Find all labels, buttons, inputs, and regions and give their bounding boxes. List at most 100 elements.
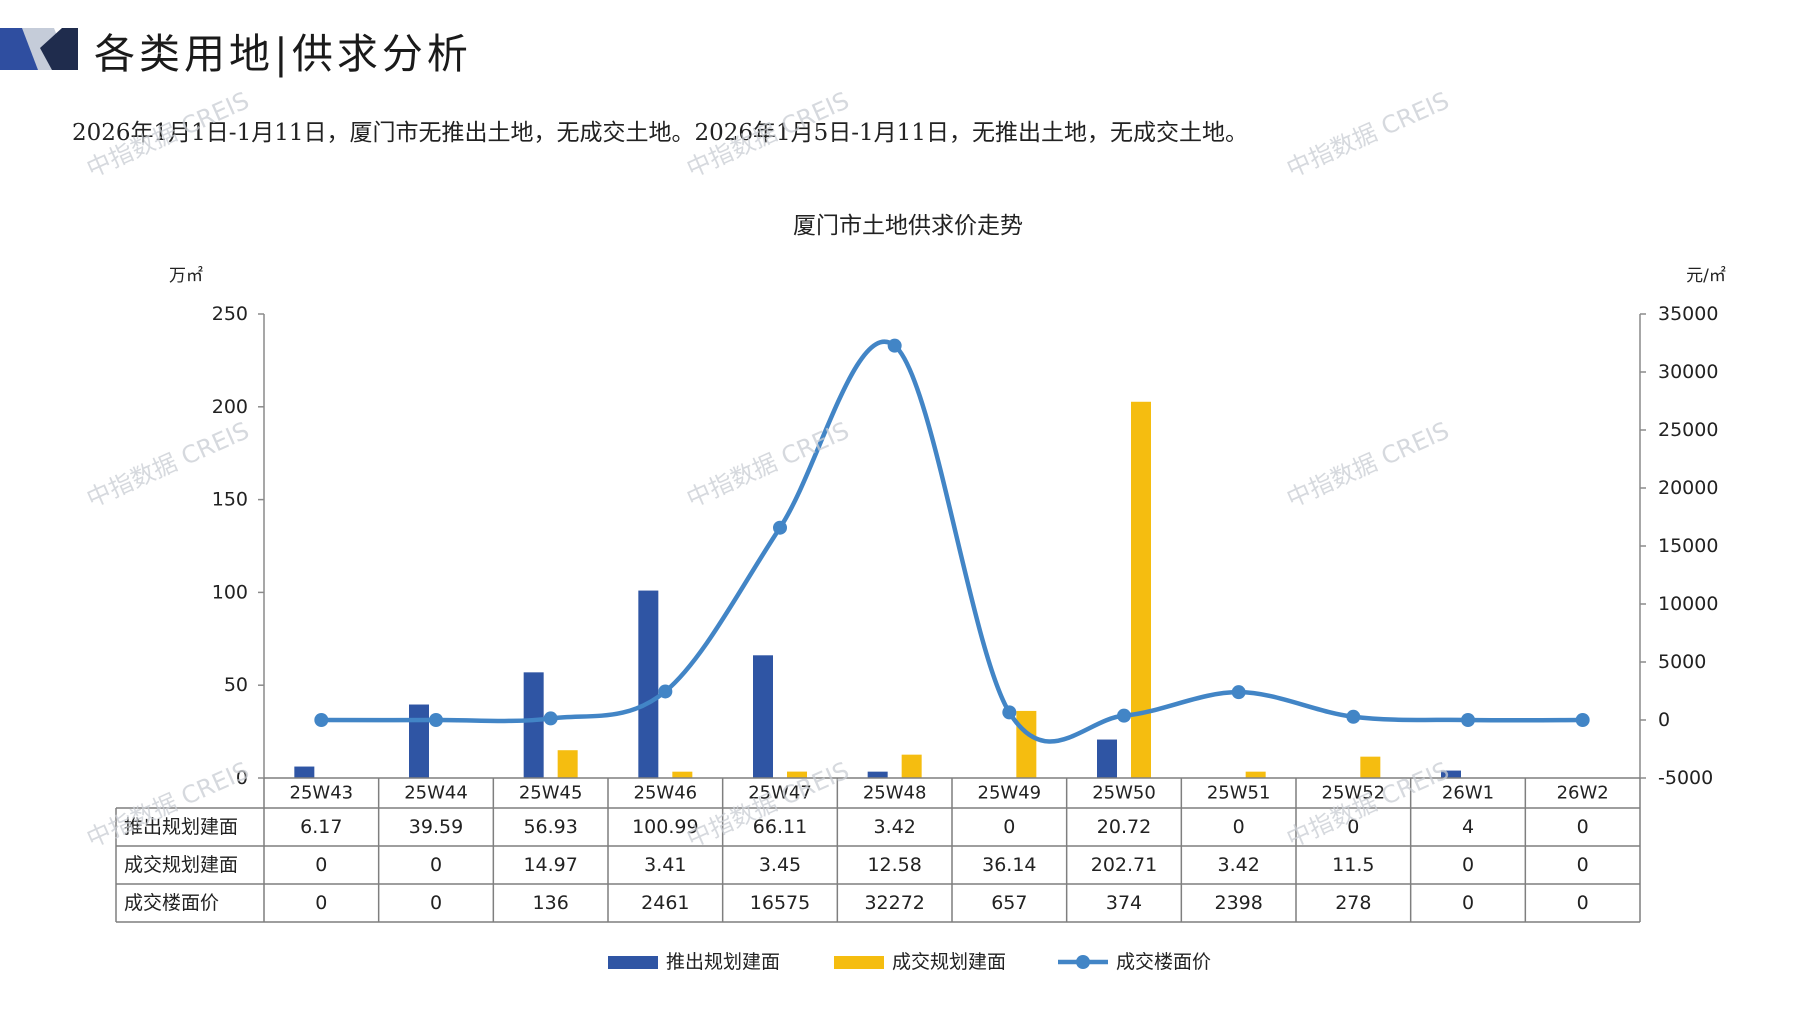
bar-supply — [409, 704, 429, 778]
point-price — [543, 711, 558, 726]
bar-transaction — [557, 750, 578, 778]
line-price — [321, 339, 1583, 744]
data-label: 0 — [1577, 854, 1589, 876]
data-label: 100.99 — [632, 816, 698, 838]
data-label: 0 — [430, 854, 442, 876]
x-category-label: 25W52 — [1322, 783, 1386, 804]
data-label: 0 — [1233, 816, 1245, 838]
data-label: 3.45 — [759, 854, 801, 876]
data-label: 3.41 — [644, 854, 686, 876]
x-category-label: 25W49 — [978, 783, 1042, 804]
y-right-unit: 元/㎡ — [1686, 266, 1726, 286]
y-right-tick-label: 30000 — [1658, 361, 1718, 383]
bar-transaction — [787, 771, 807, 778]
data-label: 4 — [1462, 816, 1474, 838]
y-right-tick-label: 10000 — [1658, 593, 1718, 615]
bar-supply — [753, 655, 773, 778]
data-label: 14.97 — [523, 854, 577, 876]
summary-text: 2026年1月1日-1月11日，厦门市无推出土地，无成交土地。2026年1月5日… — [72, 120, 1248, 146]
data-label: 278 — [1335, 892, 1371, 914]
point-price — [1346, 709, 1361, 724]
data-label: 3.42 — [874, 816, 916, 838]
data-label: 136 — [533, 892, 569, 914]
table-row-label: 成交规划建面 — [124, 854, 238, 876]
bar-supply — [523, 672, 544, 778]
section-title: 各类用地|供求分析 — [94, 30, 472, 78]
bar-transaction — [672, 771, 693, 778]
point-price — [314, 713, 329, 727]
point-price — [1575, 713, 1590, 727]
data-label: 374 — [1106, 892, 1142, 914]
data-label: 56.93 — [523, 816, 577, 838]
x-category-label: 25W51 — [1207, 783, 1271, 804]
point-price — [658, 684, 673, 699]
y-left-tick-label: 0 — [236, 767, 248, 789]
x-category-label: 25W47 — [748, 783, 812, 804]
data-label: 0 — [430, 892, 442, 914]
y-right-tick-label: 5000 — [1658, 651, 1706, 673]
legend-label-transaction: 成交规划建面 — [892, 951, 1006, 973]
bar-supply — [1441, 770, 1461, 778]
data-label: 0 — [1347, 816, 1359, 838]
data-label: 0 — [1003, 816, 1015, 838]
x-category-label: 25W46 — [634, 783, 698, 804]
y-right-tick-label: 35000 — [1658, 303, 1718, 325]
data-label: 0 — [315, 892, 327, 914]
bar-supply — [294, 766, 315, 778]
point-price — [429, 713, 443, 727]
point-price — [1117, 708, 1131, 723]
legend-label-supply: 推出规划建面 — [666, 951, 780, 973]
data-label: 2461 — [641, 892, 689, 914]
y-right-tick-label: 20000 — [1658, 477, 1718, 499]
header-decoration — [0, 28, 78, 70]
y-left-tick-label: 150 — [212, 489, 248, 511]
y-right-tick-label: 15000 — [1658, 535, 1718, 557]
y-right-tick-label: 25000 — [1658, 419, 1718, 441]
point-price — [1461, 713, 1475, 727]
data-label: 39.59 — [409, 816, 463, 838]
x-category-label: 25W43 — [290, 783, 354, 804]
x-category-label: 26W2 — [1557, 783, 1609, 804]
x-category-label: 25W45 — [519, 783, 583, 804]
point-price — [1002, 705, 1017, 720]
x-category-label: 25W44 — [404, 783, 468, 804]
data-label: 3.42 — [1218, 854, 1260, 876]
bar-supply — [867, 771, 888, 778]
data-label: 16575 — [750, 892, 810, 914]
point-price — [887, 338, 902, 353]
point-price — [773, 520, 787, 535]
bar-transaction — [901, 754, 922, 778]
data-label: 0 — [315, 854, 327, 876]
legend-swatch-transaction — [834, 956, 884, 969]
bar-transaction — [1131, 401, 1151, 778]
y-right-tick-label: -5000 — [1658, 767, 1713, 789]
y-left-tick-label: 100 — [212, 581, 248, 603]
data-label: 11.5 — [1332, 854, 1374, 876]
data-label: 36.14 — [982, 854, 1036, 876]
data-label: 0 — [1462, 854, 1474, 876]
table-row-label: 成交楼面价 — [124, 892, 219, 914]
bar-supply — [1097, 739, 1117, 778]
legend-swatch-supply — [608, 956, 658, 969]
bar-transaction — [1360, 756, 1381, 778]
y-left-tick-label: 250 — [212, 303, 248, 325]
point-price — [1231, 685, 1246, 700]
bar-supply — [638, 590, 659, 778]
x-category-label: 26W1 — [1442, 783, 1494, 804]
data-label: 0 — [1577, 892, 1589, 914]
bar-transaction — [1016, 710, 1037, 778]
y-left-unit: 万㎡ — [169, 266, 203, 286]
y-right-tick-label: 0 — [1658, 709, 1670, 731]
bar-transaction — [1245, 771, 1266, 778]
y-left-tick-label: 50 — [224, 674, 248, 696]
legend-label-price: 成交楼面价 — [1116, 951, 1211, 973]
data-label: 2398 — [1214, 892, 1262, 914]
y-left-tick-label: 200 — [212, 396, 248, 418]
data-label: 32272 — [864, 892, 924, 914]
data-label: 202.71 — [1091, 854, 1157, 876]
chart-title: 厦门市土地供求价走势 — [793, 213, 1023, 239]
data-label: 657 — [991, 892, 1027, 914]
data-label: 12.58 — [867, 854, 921, 876]
x-category-label: 25W50 — [1092, 783, 1156, 804]
